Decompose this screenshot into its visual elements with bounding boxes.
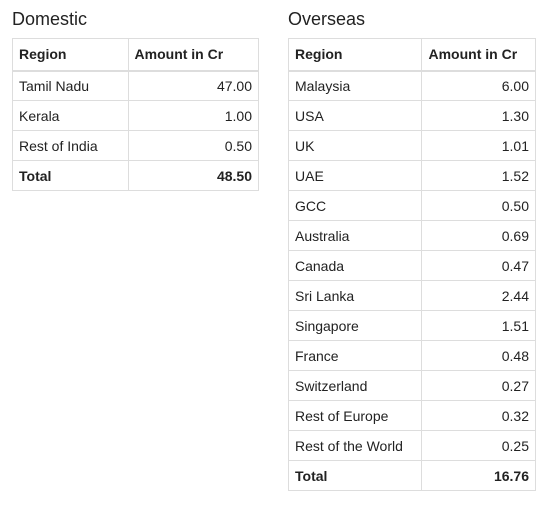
table-header-row: Region Amount in Cr xyxy=(12,38,260,72)
column-header-region: Region xyxy=(12,38,129,72)
region-cell: France xyxy=(287,340,423,371)
table-row: France 0.48 xyxy=(287,340,536,371)
region-cell: Singapore xyxy=(287,310,423,341)
overseas-table: Region Amount in Cr Malaysia 6.00 USA 1.… xyxy=(287,38,536,491)
table-row: UAE 1.52 xyxy=(287,160,536,191)
amount-cell: 1.51 xyxy=(421,310,536,341)
table-row: Malaysia 6.00 xyxy=(287,70,536,101)
amount-cell: 1.01 xyxy=(421,130,536,161)
overseas-title: Overseas xyxy=(288,9,366,29)
amount-cell: 0.50 xyxy=(127,130,260,161)
amount-cell: 0.47 xyxy=(421,250,536,281)
domestic-section: Domestic Region Amount in Cr Tamil Nadu … xyxy=(12,0,260,191)
amount-cell: 0.69 xyxy=(421,220,536,251)
region-cell: Sri Lanka xyxy=(287,280,423,311)
region-cell: UAE xyxy=(287,160,423,191)
table-row: USA 1.30 xyxy=(287,100,536,131)
table-row: Rest of India 0.50 xyxy=(12,130,260,161)
table-header-row: Region Amount in Cr xyxy=(287,38,536,72)
total-label: Total xyxy=(12,160,129,191)
amount-cell: 0.32 xyxy=(421,400,536,431)
region-cell: Tamil Nadu xyxy=(12,70,129,101)
region-cell: Switzerland xyxy=(287,370,423,401)
column-header-amount: Amount in Cr xyxy=(421,38,536,72)
region-cell: USA xyxy=(287,100,423,131)
table-row: Australia 0.69 xyxy=(287,220,536,251)
table-row: GCC 0.50 xyxy=(287,190,536,221)
table-row: Switzerland 0.27 xyxy=(287,370,536,401)
amount-cell: 1.30 xyxy=(421,100,536,131)
amount-cell: 0.25 xyxy=(421,430,536,461)
column-header-region: Region xyxy=(287,38,423,72)
amount-cell: 0.27 xyxy=(421,370,536,401)
total-row: Total 48.50 xyxy=(12,160,260,191)
region-cell: Malaysia xyxy=(287,70,423,101)
column-header-amount: Amount in Cr xyxy=(127,38,260,72)
amount-cell: 47.00 xyxy=(127,70,260,101)
amount-cell: 0.50 xyxy=(421,190,536,221)
region-cell: Canada xyxy=(287,250,423,281)
total-label: Total xyxy=(287,460,423,491)
total-amount: 16.76 xyxy=(421,460,536,491)
amount-cell: 2.44 xyxy=(421,280,536,311)
total-row: Total 16.76 xyxy=(287,460,536,491)
amount-cell: 0.48 xyxy=(421,340,536,371)
overseas-section: Overseas Region Amount in Cr Malaysia 6.… xyxy=(287,0,536,491)
region-cell: Rest of the World xyxy=(287,430,423,461)
table-row: Rest of Europe 0.32 xyxy=(287,400,536,431)
region-cell: GCC xyxy=(287,190,423,221)
table-row: Singapore 1.51 xyxy=(287,310,536,341)
table-row: UK 1.01 xyxy=(287,130,536,161)
table-row: Rest of the World 0.25 xyxy=(287,430,536,461)
region-cell: Rest of Europe xyxy=(287,400,423,431)
domestic-table: Region Amount in Cr Tamil Nadu 47.00 Ker… xyxy=(12,38,260,191)
amount-cell: 1.00 xyxy=(127,100,260,131)
domestic-title: Domestic xyxy=(12,9,88,29)
table-row: Kerala 1.00 xyxy=(12,100,260,131)
table-row: Sri Lanka 2.44 xyxy=(287,280,536,311)
region-cell: Kerala xyxy=(12,100,129,131)
amount-cell: 6.00 xyxy=(421,70,536,101)
total-amount: 48.50 xyxy=(127,160,260,191)
region-cell: Rest of India xyxy=(12,130,129,161)
region-cell: Australia xyxy=(287,220,423,251)
region-cell: UK xyxy=(287,130,423,161)
amount-cell: 1.52 xyxy=(421,160,536,191)
table-row: Canada 0.47 xyxy=(287,250,536,281)
table-row: Tamil Nadu 47.00 xyxy=(12,70,260,101)
